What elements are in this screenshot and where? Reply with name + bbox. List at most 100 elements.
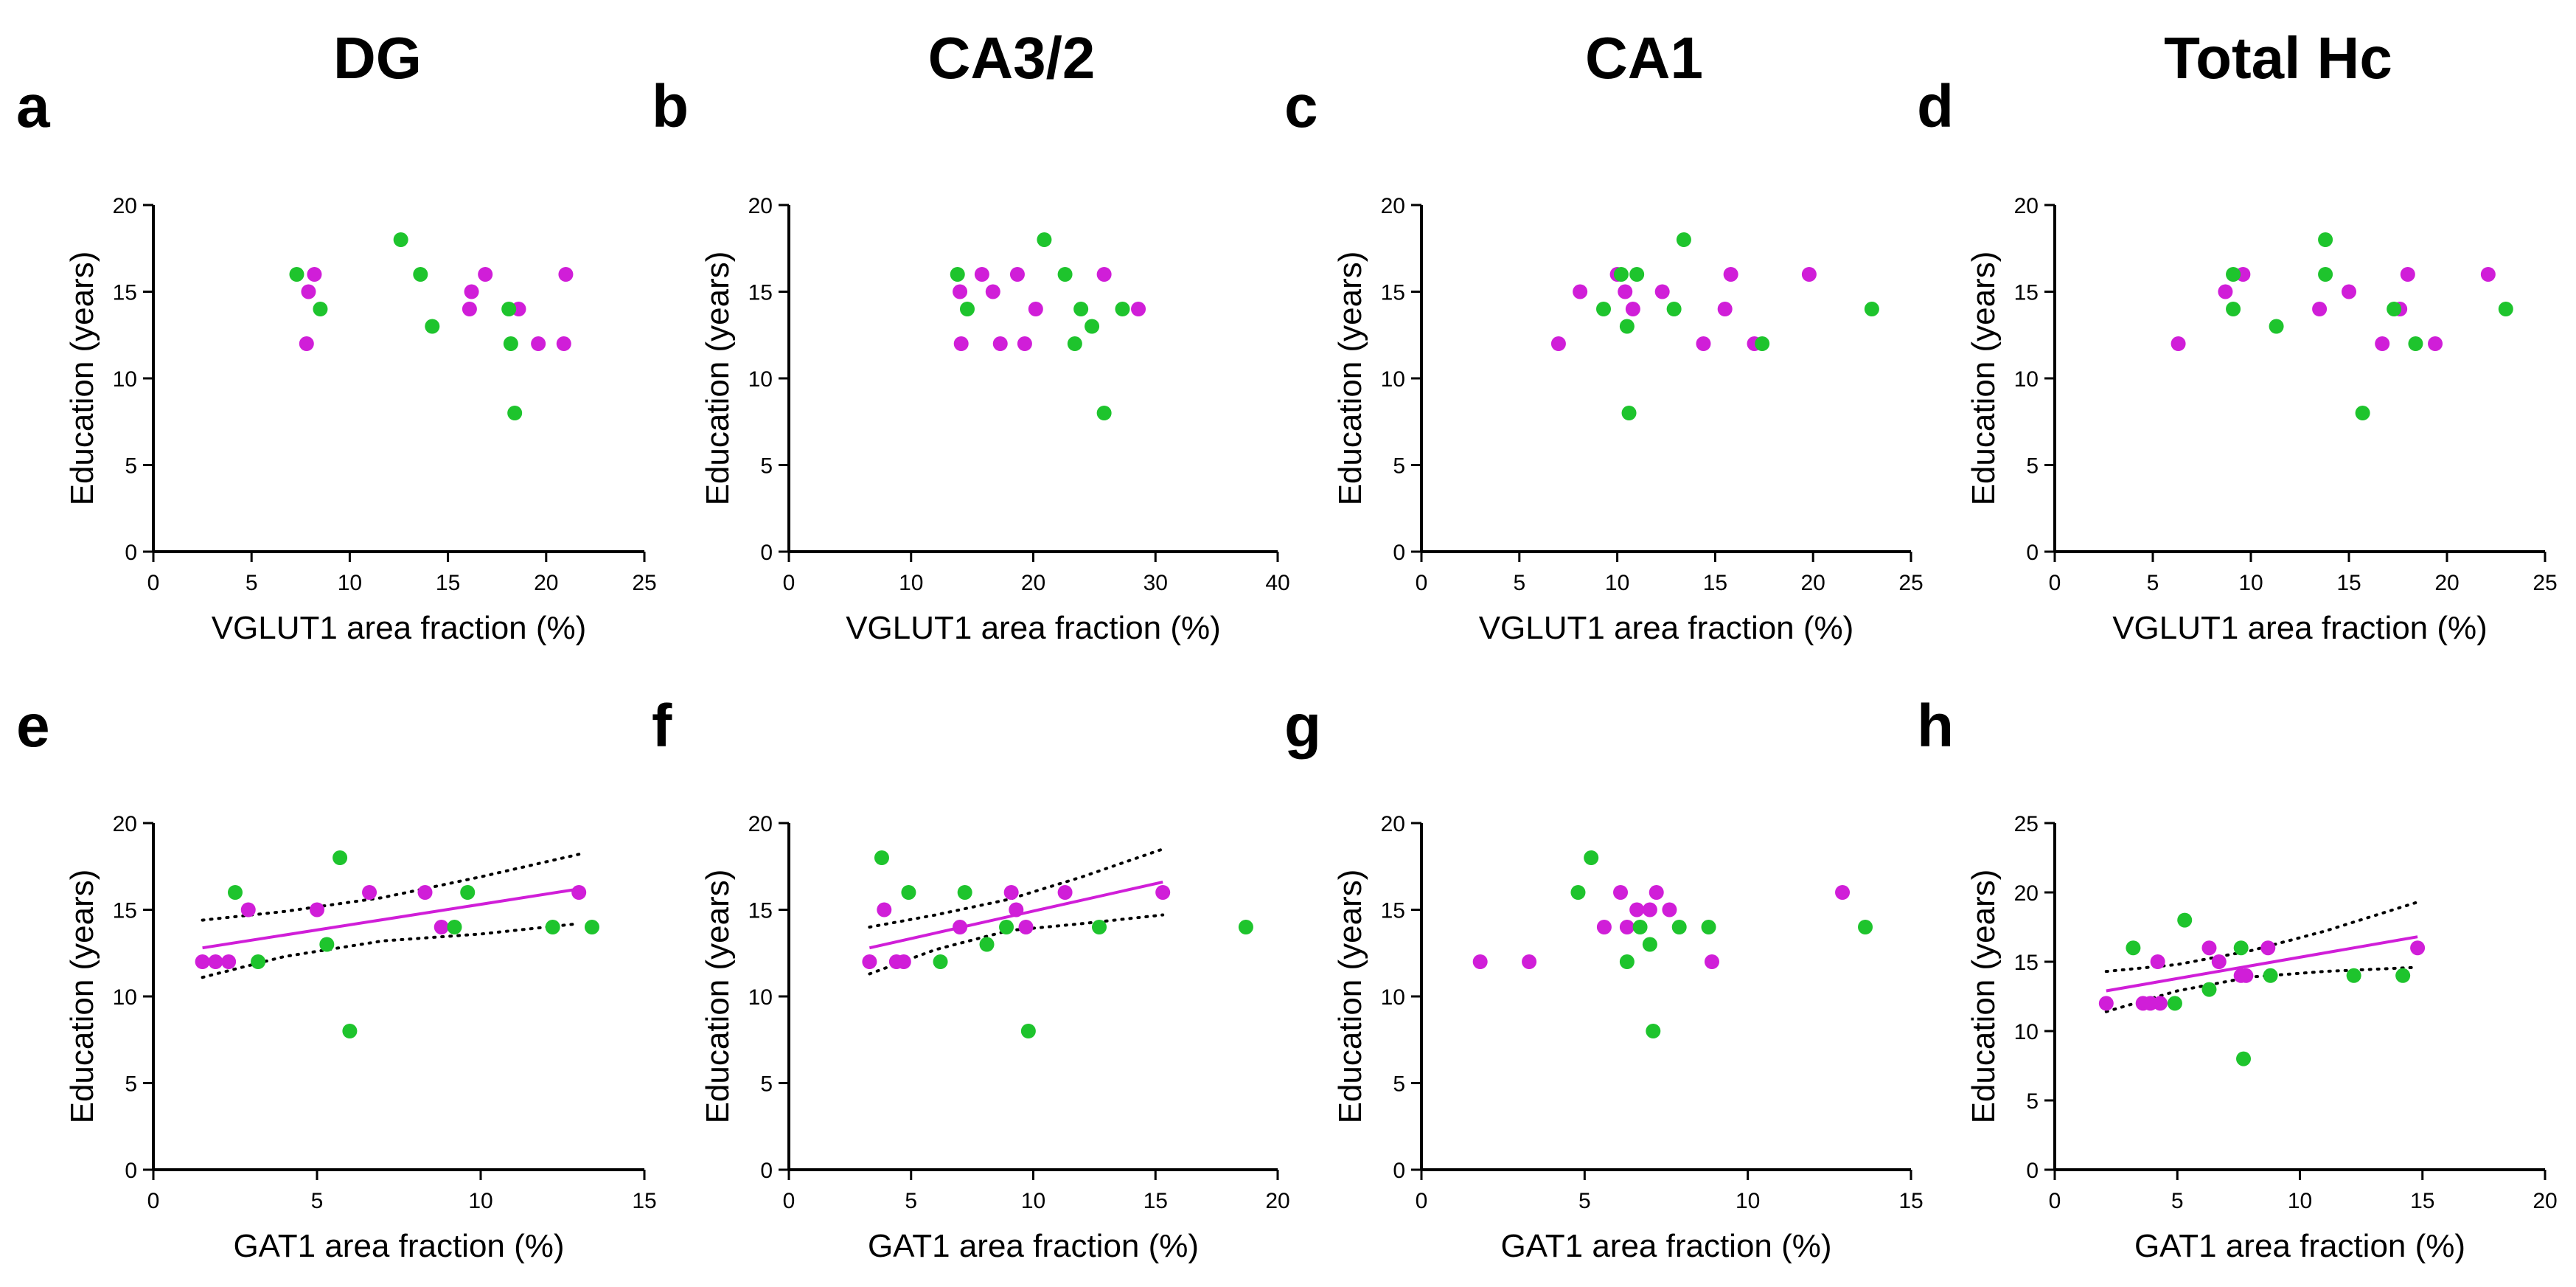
y-tick-label: 15	[748, 899, 773, 923]
x-tick-label: 10	[1605, 571, 1629, 595]
group2-point	[2395, 968, 2411, 983]
y-tick-label: 5	[760, 1072, 773, 1097]
x-tick-label: 5	[2147, 571, 2159, 595]
x-tick-label: 40	[1265, 571, 1289, 595]
y-tick-label: 15	[2014, 281, 2039, 305]
group1-point	[992, 336, 1008, 351]
group1-point	[1155, 885, 1171, 900]
group2-point	[447, 920, 462, 934]
group2-point	[1085, 319, 1100, 334]
ci-lower-line	[868, 913, 1165, 976]
y-axis-label: Education (years)	[700, 870, 736, 1124]
x-axis-label: VGLUT1 area fraction (%)	[846, 610, 1221, 646]
group1-point	[1696, 336, 1711, 351]
x-tick-label: 10	[899, 571, 923, 595]
y-axis-label: Education (years)	[1966, 251, 2002, 506]
group1-point	[1649, 885, 1664, 900]
group2-point	[957, 885, 972, 900]
group2-point	[2226, 302, 2241, 316]
group2-point	[1671, 920, 1687, 934]
group1-point	[1003, 885, 1019, 900]
y-tick-label: 10	[748, 985, 773, 1010]
group1-point	[362, 885, 377, 900]
ci-lower-line	[201, 922, 581, 979]
group2-point	[1613, 267, 1629, 282]
panel-a: a 0 5 10 15 20 25 0 5 10 15 20 VGLUT1 area fraction …	[16, 73, 657, 646]
group2-point	[313, 302, 328, 316]
group2-point	[1115, 302, 1130, 316]
group1-point	[478, 267, 493, 282]
y-tick-label: 20	[2014, 881, 2039, 906]
group1-point	[299, 336, 314, 351]
y-tick-label: 0	[760, 1159, 773, 1183]
x-tick-label: 15	[1703, 571, 1727, 595]
group2-point	[503, 336, 518, 351]
x-tick-label: 15	[1898, 1189, 1923, 1213]
group2-point	[1073, 302, 1089, 316]
y-axis-label: Education (years)	[1332, 251, 1368, 506]
panel-b: b 0 10 20 30 40 0 5 10 15 20 VGLUT1 area fraction (…	[652, 73, 1290, 646]
y-tick-label: 10	[748, 367, 773, 392]
group2-point	[959, 302, 975, 316]
panel-c: c 0 5 10 15 20 25 0 5 10 15 20 VGLUT1 area fraction …	[1284, 73, 1924, 646]
panel-letter: c	[1284, 73, 1318, 140]
group2-point	[2263, 968, 2278, 983]
group1-point	[2218, 284, 2233, 299]
group2-point	[1676, 232, 1691, 247]
group2-point	[1238, 920, 1253, 934]
regression-line	[2106, 935, 2418, 993]
x-tick-label: 20	[1021, 571, 1045, 595]
x-tick-label: 5	[2171, 1189, 2184, 1213]
x-tick-label: 5	[246, 571, 258, 595]
x-tick-label: 15	[2336, 571, 2361, 595]
column-title-total-hc: Total Hc	[2164, 25, 2392, 91]
y-tick-label: 20	[748, 812, 773, 836]
group2-point	[2387, 302, 2402, 316]
group2-point	[1621, 406, 1637, 420]
x-tick-label: 15	[632, 1189, 656, 1213]
y-tick-label: 5	[125, 454, 137, 479]
group1-point	[301, 284, 316, 299]
group1-point	[2400, 267, 2415, 282]
group2-point	[460, 885, 476, 900]
group1-point	[195, 954, 210, 969]
group1-point	[462, 302, 477, 316]
y-tick-label: 5	[760, 454, 773, 479]
group1-point	[1717, 302, 1733, 316]
group2-point	[950, 267, 965, 282]
group2-point	[1701, 920, 1716, 934]
group2-point	[1020, 1024, 1036, 1038]
group2-point	[1067, 336, 1082, 351]
regression-line	[202, 887, 579, 950]
group1-point	[1654, 284, 1670, 299]
group2-point	[999, 920, 1014, 934]
x-tick-label: 0	[147, 571, 160, 595]
x-tick-label: 5	[1513, 571, 1525, 595]
group2-point	[1596, 302, 1612, 316]
group1-point	[2152, 996, 2168, 1011]
column-title-ca32: CA3/2	[928, 25, 1096, 91]
y-tick-label: 20	[748, 194, 773, 218]
x-axis-label: VGLUT1 area fraction (%)	[212, 610, 587, 646]
group1-point	[1131, 302, 1146, 316]
group1-point	[531, 336, 546, 351]
group2-point	[501, 302, 517, 316]
x-tick-label: 25	[1898, 571, 1923, 595]
group1-point	[240, 902, 256, 917]
group2-point	[1619, 954, 1635, 969]
group1-point	[1596, 920, 1612, 934]
group1-point	[2260, 940, 2276, 956]
column-title-dg: DG	[333, 25, 422, 91]
group2-point	[1570, 885, 1586, 900]
x-tick-label: 10	[2238, 571, 2263, 595]
group1-point	[1625, 302, 1640, 316]
x-tick-label: 10	[338, 571, 362, 595]
y-tick-label: 20	[2014, 194, 2039, 218]
y-tick-label: 5	[2026, 454, 2039, 479]
y-tick-label: 15	[1381, 281, 1405, 305]
group1-point	[2312, 302, 2328, 316]
x-tick-label: 5	[1578, 1189, 1591, 1213]
x-tick-label: 20	[2533, 1189, 2557, 1213]
group2-point	[425, 319, 440, 334]
group1-point	[1618, 284, 1633, 299]
